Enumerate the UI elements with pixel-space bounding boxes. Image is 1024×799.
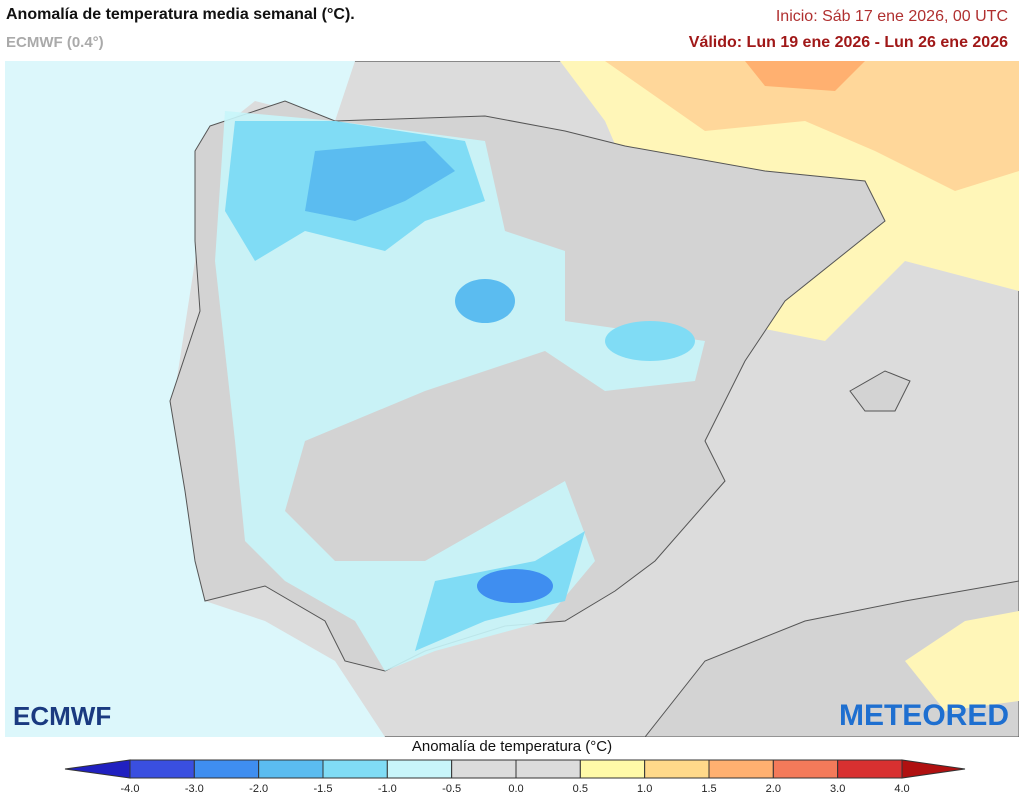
colorbar-bin [515, 759, 581, 779]
colorbar-tick-label: 3.0 [830, 783, 845, 795]
colorbar-bin [708, 759, 774, 779]
north-africa [644, 580, 1019, 737]
colorbar-bin [451, 759, 517, 779]
colorbar-bin [129, 759, 195, 779]
logo-meteored: METEORED [839, 699, 1009, 732]
logo-ecmwf: ECMWF [13, 701, 111, 731]
cold-anomaly-3 [305, 141, 455, 221]
cold-anomaly-7 [477, 569, 553, 603]
colorbar-tick-label: 1.0 [637, 783, 652, 795]
colorbar-tick-label: -1.0 [378, 783, 397, 795]
warm-anomaly-2 [605, 61, 1019, 191]
warm-anomaly-africa [905, 611, 1019, 711]
colorbar-bin [386, 759, 453, 779]
init-date: Inicio: Sáb 17 ene 2026, 00 UTC [775, 8, 1008, 25]
colorbar-tick-label: -3.0 [185, 783, 204, 795]
ocean-anomaly [5, 61, 385, 737]
colorbar-tick-label: -2.0 [249, 783, 268, 795]
colorbar-bin [322, 759, 388, 779]
colorbar-tick-label: 2.0 [766, 783, 781, 795]
colorbar-tick-label: 0.0 [508, 783, 523, 795]
colorbar-tick-label: -0.5 [442, 783, 461, 795]
model: ECMWF (0.4°) [6, 34, 104, 51]
cold-anomaly-5 [605, 321, 695, 361]
colorbar-bin [644, 759, 710, 779]
valid-period: Válido: Lun 19 ene 2026 - Lun 26 ene 202… [688, 34, 1008, 51]
colorbar-bin [258, 759, 324, 779]
title: Anomalía de temperatura media semanal (°… [6, 6, 355, 23]
colorbar: -4.0 -3.0 -2.0 -1.5 -1.0 -0.5 0.0 0.5 1.0 1.5 2.0 3… [64, 759, 966, 795]
colorbar-bin [837, 759, 903, 779]
colorbar-bin [193, 759, 260, 779]
cold-anomaly [215, 111, 705, 671]
balearic [849, 370, 911, 412]
colorbar-end [901, 759, 966, 779]
colorbar-tick-label: -4.0 [121, 783, 140, 795]
legend-title: Anomalía de temperatura (°C) [411, 738, 613, 755]
colorbar-tick-label: -1.5 [314, 783, 333, 795]
colorbar-bin [579, 759, 646, 779]
map: ECMWF METEORED [5, 61, 1019, 737]
colorbar-tick-label: 1.5 [701, 783, 716, 795]
colorbar-tick-label: 0.5 [573, 783, 588, 795]
cold-anomaly-4 [455, 279, 515, 323]
colorbar-bin [772, 759, 839, 779]
warm-anomaly-3 [745, 61, 865, 91]
colorbar-tick-label: 4.0 [894, 783, 909, 795]
colorbar-end [64, 759, 131, 779]
